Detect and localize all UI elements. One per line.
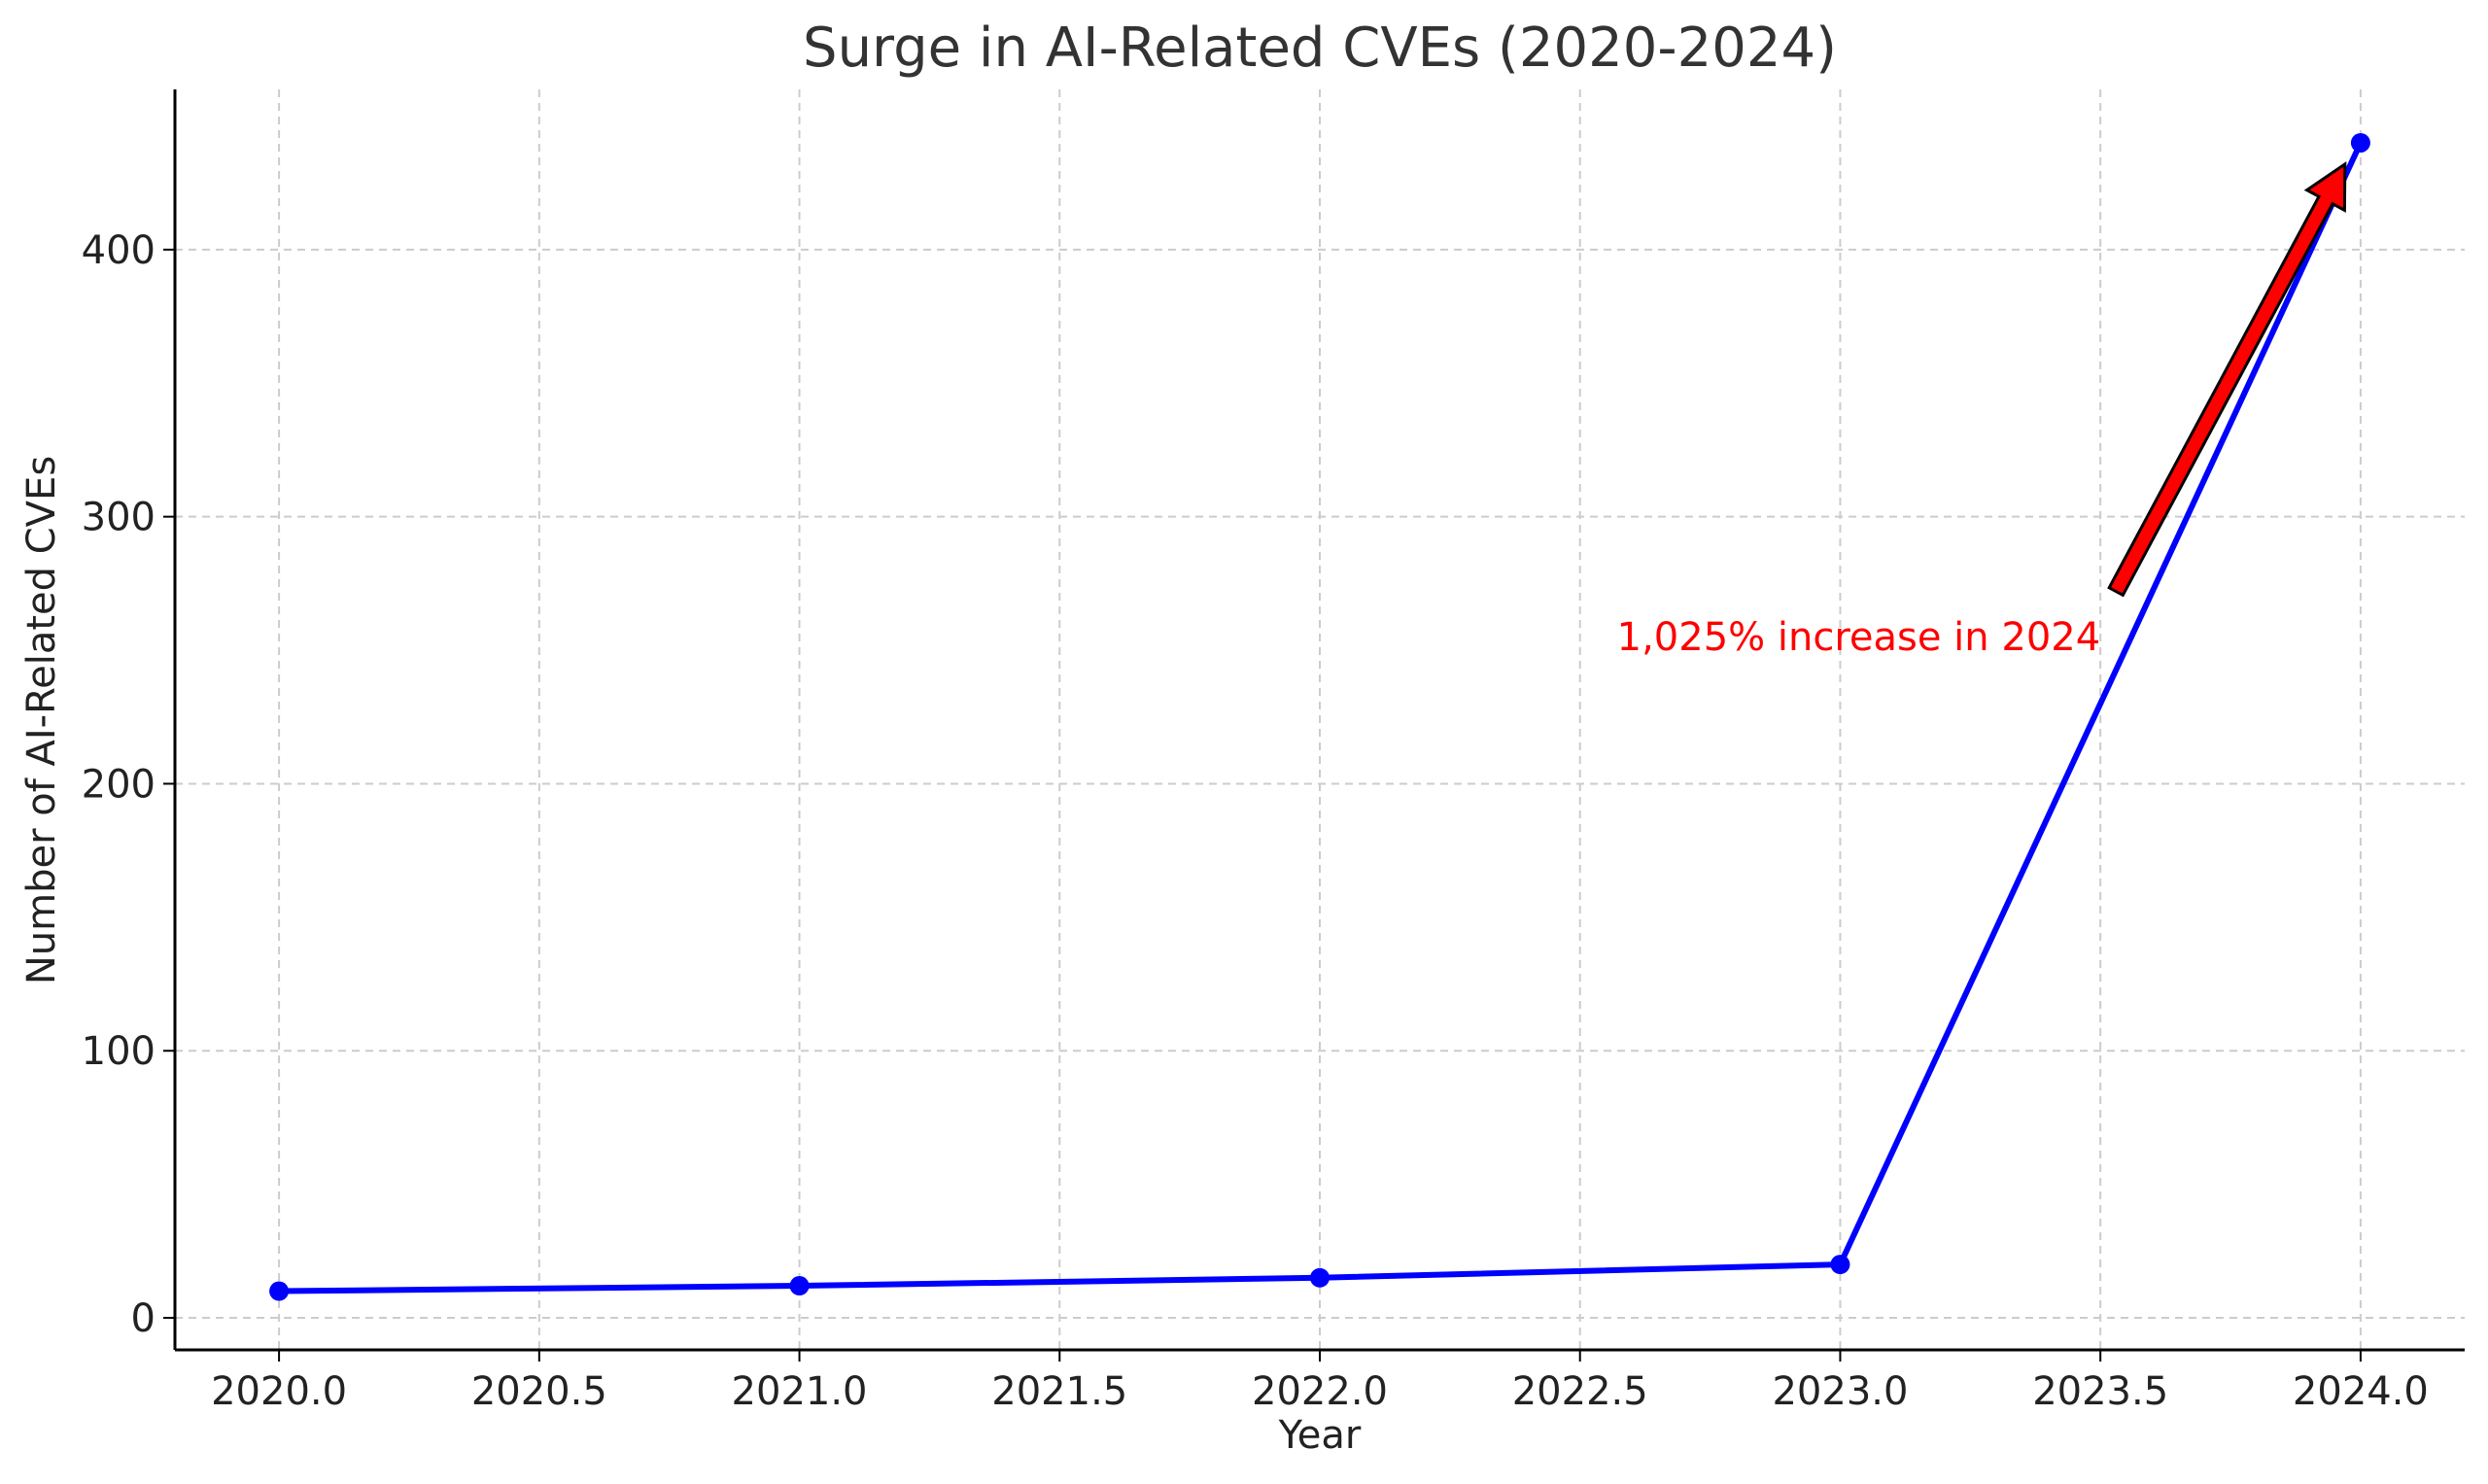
data-point: [269, 1281, 290, 1301]
x-tick-label: 2020.5: [471, 1369, 607, 1414]
x-axis-label: Year: [1278, 1413, 1362, 1458]
series-layer: [269, 132, 2370, 1301]
y-tick-label: 100: [82, 1029, 156, 1074]
x-tick-label: 2024.0: [2293, 1369, 2429, 1414]
grid-lines: [175, 89, 2465, 1350]
y-axis-label: Number of AI-Related CVEs: [19, 456, 64, 984]
data-point: [2350, 132, 2370, 153]
x-tick-label: 2022.0: [1252, 1369, 1388, 1414]
x-tick-label: 2020.0: [211, 1369, 347, 1414]
x-tick-label: 2021.5: [991, 1369, 1127, 1414]
data-point: [1310, 1267, 1330, 1288]
y-axis-ticks: 0 100 200 300 400: [82, 228, 175, 1341]
y-tick-label: 300: [82, 496, 156, 540]
x-tick-label: 2022.5: [1512, 1369, 1648, 1414]
annotation-layer: 1,025% increase in 2024: [1617, 161, 2347, 660]
annotation-arrow: [2107, 161, 2347, 598]
annotation-text: 1,025% increase in 2024: [1617, 615, 2101, 660]
y-tick-label: 0: [131, 1296, 156, 1341]
data-point: [1830, 1255, 1850, 1275]
y-tick-label: 400: [82, 228, 156, 273]
x-tick-label: 2023.5: [2032, 1369, 2168, 1414]
data-point: [789, 1276, 810, 1296]
x-tick-label: 2023.0: [1772, 1369, 1908, 1414]
x-tick-label: 2021.0: [732, 1369, 868, 1414]
x-axis-ticks: 2020.0 2020.5 2021.0 2021.5 2022.0 2022.5 2023…: [211, 1350, 2429, 1414]
chart-title: Surge in AI-Related CVEs (2020-2024): [803, 17, 1837, 80]
y-tick-label: 200: [82, 762, 156, 807]
